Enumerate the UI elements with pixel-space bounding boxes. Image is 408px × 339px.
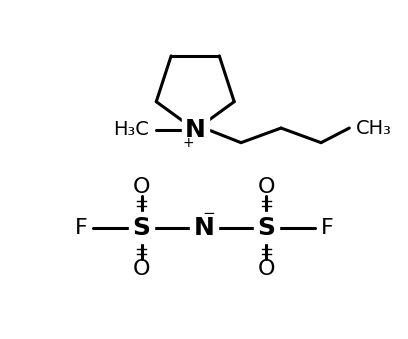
Text: +: + — [183, 136, 194, 150]
Text: F: F — [75, 218, 87, 238]
Text: −: − — [202, 206, 215, 221]
Text: O: O — [133, 259, 150, 279]
Text: N: N — [185, 118, 206, 142]
Text: F: F — [321, 218, 333, 238]
Text: CH₃: CH₃ — [356, 119, 392, 138]
Text: O: O — [133, 177, 150, 197]
Text: O: O — [258, 259, 275, 279]
Text: H₃C: H₃C — [113, 120, 149, 139]
Text: N: N — [193, 216, 215, 240]
Text: S: S — [133, 216, 151, 240]
Text: S: S — [257, 216, 275, 240]
Text: O: O — [258, 177, 275, 197]
